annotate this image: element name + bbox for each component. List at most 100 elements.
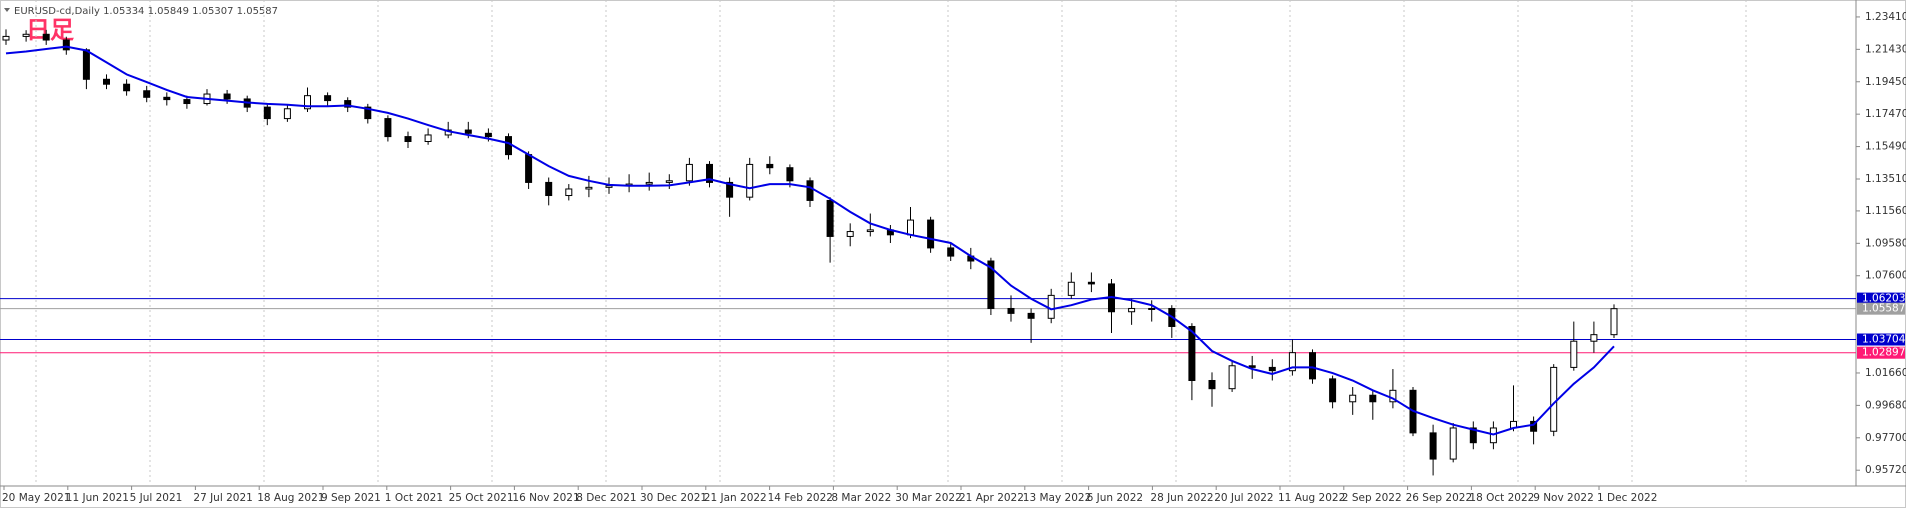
candle-body [826, 199, 834, 237]
candle-body [746, 163, 754, 198]
candle-body [1268, 366, 1276, 372]
candle-body [1550, 366, 1558, 432]
x-tick-label: 28 Jun 2022 [1150, 492, 1213, 504]
moving-average [5, 45, 1615, 436]
y-tick-label: 0.99680 [1865, 399, 1906, 411]
x-tick-label: 20 May 2021 [2, 492, 70, 504]
y-tick-label: 1.11560 [1865, 205, 1906, 217]
x-tick-label: 14 Feb 2022 [768, 492, 833, 504]
candle-body [585, 186, 593, 190]
candle-body [143, 90, 151, 98]
candle-body [484, 132, 492, 138]
candle-body [1309, 352, 1316, 380]
level-label: 1.05587 [1862, 303, 1905, 315]
y-tick-label: 1.21430 [1865, 43, 1906, 55]
candle-body [62, 39, 70, 51]
candle-body [706, 163, 713, 183]
candle-body [1128, 307, 1136, 313]
y-tick-label: 1.19450 [1865, 76, 1906, 88]
x-tick-label: 6 Jun 2022 [1087, 492, 1143, 504]
candle-body [1369, 394, 1377, 403]
candle-body [283, 108, 291, 120]
candle-body [846, 231, 854, 237]
x-tick-label: 11 Jun 2021 [66, 492, 129, 504]
x-tick-label: 16 Nov 2021 [512, 492, 579, 504]
x-tick-label: 20 Jul 2022 [1214, 492, 1273, 504]
y-tick-label: 1.07600 [1865, 270, 1906, 282]
candle-body [364, 106, 372, 120]
level-label: 1.06203 [1862, 293, 1905, 305]
candle-body [665, 180, 673, 183]
y-tick-label: 1.23410 [1865, 11, 1906, 23]
candle-body [1610, 308, 1618, 336]
y-tick-label: 1.01660 [1865, 367, 1906, 379]
candle-body [1007, 307, 1015, 314]
candle-body [766, 163, 774, 169]
candle-body [1288, 352, 1296, 372]
candle-body [545, 181, 553, 197]
x-tick-label: 11 Aug 2022 [1278, 492, 1345, 504]
x-tick-label: 21 Jan 2022 [704, 492, 767, 504]
x-tick-label: 18 Oct 2022 [1469, 492, 1534, 504]
candle-body [1228, 365, 1236, 390]
y-tick-label: 1.09580 [1865, 237, 1906, 249]
x-tick-label: 30 Mar 2022 [895, 492, 962, 504]
candle-body [685, 163, 693, 182]
candle-body [786, 167, 794, 182]
candle-body [1590, 334, 1598, 342]
menu-arrow [4, 8, 10, 12]
candle-body [927, 219, 935, 249]
x-tick-label: 13 May 2022 [1023, 492, 1091, 504]
candle-body [123, 83, 131, 92]
x-tick-label: 8 Dec 2021 [576, 492, 636, 504]
candle-body [866, 229, 874, 233]
candle-body [1087, 281, 1095, 285]
candle-body [464, 129, 472, 134]
x-tick-label: 21 Apr 2022 [959, 492, 1024, 504]
x-tick-label: 27 Jul 2021 [193, 492, 252, 504]
candle-body [505, 136, 512, 156]
candle-body [103, 78, 110, 85]
chart-title: EURUSD-cd,Daily 1.05334 1.05849 1.05307 … [14, 6, 278, 17]
candle-body [1248, 365, 1256, 368]
x-tick-label: 18 Aug 2021 [257, 492, 324, 504]
x-tick-label: 5 Jul 2021 [130, 492, 183, 504]
candle-body [645, 181, 653, 185]
candle-body [1188, 325, 1196, 381]
level-label-box [1857, 302, 1905, 315]
level-label-box [1857, 333, 1905, 346]
candle-body [907, 219, 914, 236]
candle-body [1027, 312, 1035, 319]
candle-body [183, 99, 191, 105]
candle-body [1449, 427, 1457, 460]
candle-body [22, 33, 30, 37]
x-tick-label: 9 Nov 2022 [1533, 492, 1594, 504]
candle-body [304, 95, 311, 110]
candle-body [726, 181, 734, 198]
candle-body [1067, 281, 1075, 296]
candle-body [1208, 379, 1216, 390]
level-label-box [1857, 292, 1905, 305]
x-tick-label: 26 Sep 2022 [1406, 492, 1473, 504]
candle-body [1429, 432, 1437, 460]
level-label-box [1857, 346, 1905, 359]
x-tick-label: 2 Sep 2022 [1342, 492, 1402, 504]
y-tick-label: 1.17470 [1865, 108, 1906, 120]
candle-body [223, 93, 231, 100]
y-tick-label: 1.15490 [1865, 141, 1906, 153]
candle-body [344, 100, 352, 108]
y-tick-label: 1.13510 [1865, 173, 1906, 185]
candle-body [163, 96, 171, 101]
y-tick-label: 0.97700 [1865, 432, 1906, 444]
candle-body [424, 134, 432, 143]
level-label: 1.02897 [1862, 347, 1905, 359]
candle-body [987, 260, 995, 309]
candle-body [806, 180, 814, 201]
candle-body [384, 118, 392, 138]
x-tick-label: 1 Dec 2022 [1597, 492, 1657, 504]
candle-body [404, 136, 412, 143]
candle-body [1047, 294, 1055, 319]
candle-body [947, 247, 955, 257]
level-label: 1.03704 [1862, 334, 1906, 346]
